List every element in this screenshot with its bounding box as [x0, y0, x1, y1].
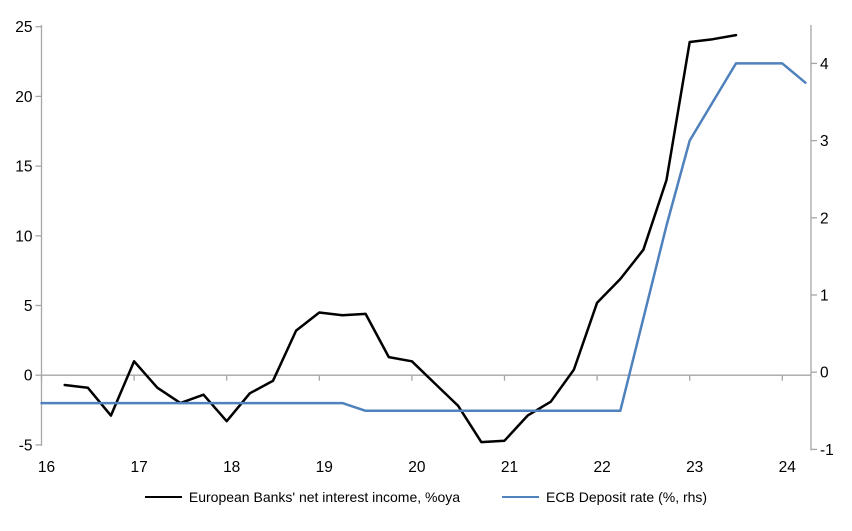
axes: [35, 25, 817, 451]
series-line-nii: [63, 33, 738, 444]
left-axis-tick-label: 5: [24, 298, 33, 315]
right-axis-tick-label: -1: [820, 442, 834, 459]
right-axis-tick-label: 2: [820, 210, 829, 227]
right-axis-tick-label: 1: [820, 288, 829, 305]
right-axis-tick-label: 3: [820, 133, 829, 150]
right-axis-tick-label: 0: [820, 365, 829, 382]
left-axis-tick-label: 25: [15, 19, 32, 36]
legend-item: European Banks' net interest income, %oy…: [144, 489, 461, 505]
series-lines: [40, 33, 807, 444]
legend: European Banks' net interest income, %oy…: [0, 489, 852, 505]
legend-line-swatch: [502, 496, 540, 498]
right-axis-tick-label: 4: [820, 56, 829, 73]
left-axis-tick-label: 15: [15, 159, 32, 176]
x-axis-tick-label: 16: [38, 459, 55, 476]
x-axis-tick-label: 24: [779, 459, 797, 476]
legend-line-swatch: [144, 496, 182, 498]
x-axis-tick-label: 23: [686, 459, 703, 476]
legend-item: ECB Deposit rate (%, rhs): [502, 489, 707, 505]
x-axis-tick-label: 21: [501, 459, 518, 476]
x-axis-tick-label: 22: [593, 459, 610, 476]
series-line-ecb-rate: [40, 62, 807, 413]
left-axis-tick-label: 20: [15, 89, 33, 106]
legend-label: European Banks' net interest income, %oy…: [188, 489, 461, 505]
x-axis-tick-label: 19: [316, 459, 333, 476]
x-axis-tick-label: 18: [223, 459, 240, 476]
x-axis-tick-label: 17: [130, 459, 147, 476]
left-axis-tick-label: -5: [19, 437, 33, 454]
legend-label: ECB Deposit rate (%, rhs): [546, 489, 708, 505]
left-axis-tick-label: 10: [15, 228, 33, 245]
x-axis-tick-label: 20: [408, 459, 426, 476]
left-axis-tick-label: 0: [24, 368, 33, 385]
